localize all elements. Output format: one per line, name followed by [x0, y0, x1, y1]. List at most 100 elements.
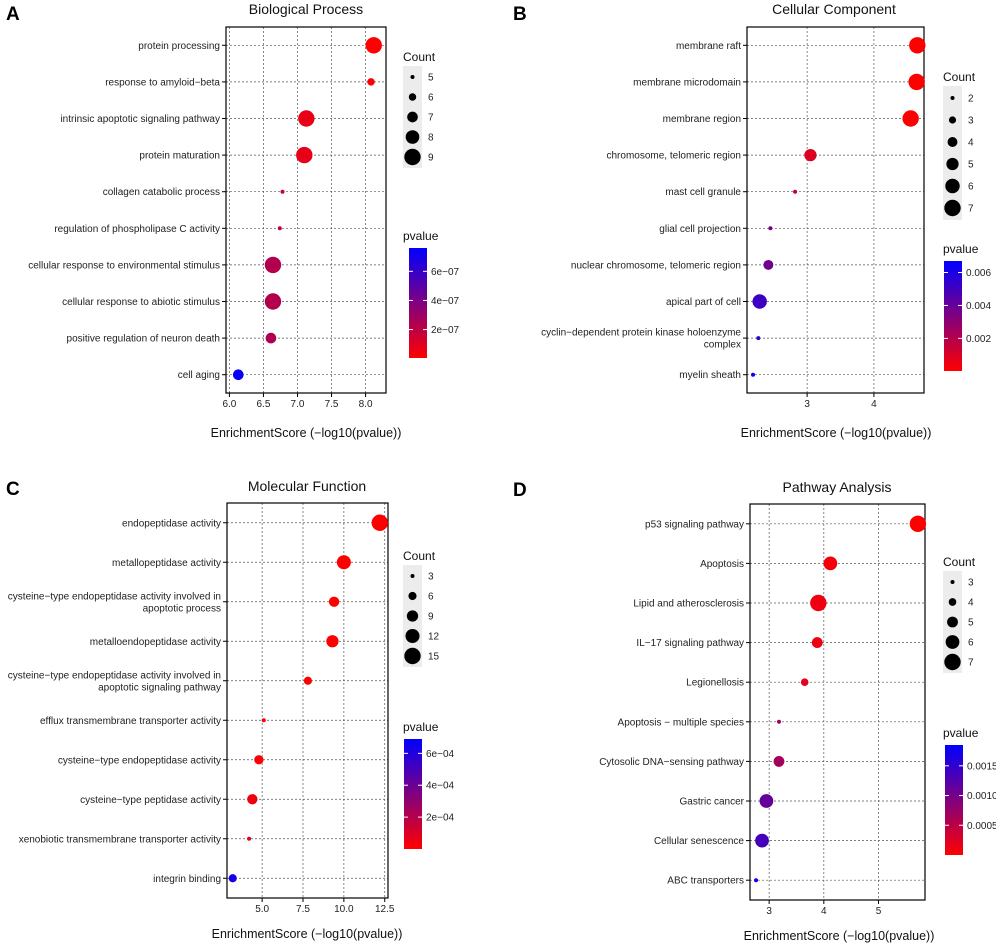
color-legend-label: 6e−07 — [431, 267, 460, 278]
data-point — [756, 336, 761, 341]
color-legend-label: 0.0005 — [967, 821, 996, 832]
data-point — [823, 556, 838, 571]
color-legend-title: pvalue — [403, 229, 439, 243]
color-bar — [409, 248, 427, 358]
y-tick-label: apical part of cell — [666, 297, 741, 308]
y-tick-label: integrin binding — [153, 874, 221, 885]
data-point — [296, 146, 313, 164]
size-legend-label: 15 — [428, 652, 440, 663]
size-legend-key — [947, 137, 958, 147]
data-point — [254, 755, 264, 765]
y-tick-label: cyclin−dependent protein kinase holoenzy… — [541, 328, 741, 351]
size-legend-key — [950, 580, 955, 584]
y-tick-label: glial cell projection — [659, 224, 741, 235]
data-point — [326, 635, 339, 648]
size-legend-label: 7 — [428, 113, 434, 124]
x-axis-label: EnrichmentScore (−log10(pvalue)) — [211, 426, 402, 440]
size-legend-label: 8 — [428, 133, 434, 144]
size-legend-key — [945, 178, 960, 194]
size-legend-label: 3 — [968, 578, 974, 589]
y-tick-label: p53 signaling pathway — [645, 519, 744, 530]
size-legend-label: 6 — [428, 592, 434, 603]
panel-letter: B — [513, 4, 527, 25]
y-tick-label: protein maturation — [139, 151, 220, 162]
color-legend-label: 0.0015 — [967, 761, 996, 772]
data-point — [763, 259, 774, 270]
data-point — [759, 794, 774, 808]
data-point — [264, 293, 282, 310]
y-tick-label: Apoptosis — [700, 559, 744, 570]
data-point — [264, 256, 282, 274]
size-legend-label: 7 — [968, 204, 974, 215]
panel-letter: D — [513, 480, 527, 501]
y-tick-label: nuclear chromosome, telomeric region — [571, 260, 741, 271]
data-point — [336, 555, 351, 570]
y-tick-label: cell aging — [178, 370, 220, 381]
x-tick-label: 5.0 — [255, 904, 269, 915]
data-point — [793, 189, 798, 194]
data-point — [811, 637, 823, 649]
y-tick-label: Cellular senescence — [654, 836, 744, 847]
y-tick-label: myelin sheath — [679, 370, 741, 381]
color-legend-label: 6e−04 — [426, 749, 455, 760]
data-point — [755, 833, 769, 848]
data-point — [800, 678, 809, 687]
plot-frame — [226, 502, 389, 899]
x-tick-label: 7.5 — [325, 399, 339, 410]
data-point — [804, 148, 817, 162]
panel-title: Molecular Function — [248, 478, 366, 494]
y-tick-label: membrane microdomain — [633, 77, 741, 88]
size-legend-label: 5 — [968, 160, 974, 171]
x-axis-label: EnrichmentScore (−log10(pvalue)) — [744, 929, 935, 943]
size-legend-title: Count — [943, 70, 976, 84]
plot-background — [747, 27, 924, 393]
y-tick-label: Gastric cancer — [680, 797, 745, 808]
panel-b: B Cellular Component 3 4 EnrichmentScore (−… — [513, 1, 991, 440]
y-tick-label: Lipid and atherosclerosis — [633, 599, 744, 610]
panel-c: C Molecular Function 5.0 7.5 10.0 12.5 Enrich… — [6, 478, 455, 941]
x-tick-label: 4 — [871, 399, 877, 410]
color-legend-label: 2e−07 — [431, 325, 460, 336]
x-tick-label: 6.5 — [256, 399, 270, 410]
x-tick-label: 12.5 — [375, 904, 395, 915]
color-legend-label: 4e−04 — [426, 781, 455, 792]
x-tick-label: 4 — [821, 906, 827, 917]
size-legend-key — [407, 111, 418, 123]
data-point — [328, 596, 340, 607]
size-legend-key — [408, 93, 417, 101]
y-tick-label: membrane region — [663, 114, 741, 125]
size-legend-key — [944, 653, 961, 671]
size-legend-label: 5 — [428, 73, 434, 84]
size-legend-label: 6 — [968, 182, 974, 193]
plot-background — [750, 504, 925, 900]
size-legend-key — [405, 628, 420, 644]
data-point — [247, 836, 252, 841]
size-legend-key — [404, 148, 421, 166]
color-legend-label: 4e−07 — [431, 296, 460, 307]
color-legend-title: pvalue — [943, 242, 979, 256]
size-legend-key — [410, 75, 415, 79]
color-legend-label: 0.002 — [966, 334, 991, 345]
data-point — [265, 332, 277, 344]
size-legend-label: 3 — [428, 572, 434, 583]
data-point — [754, 878, 759, 883]
size-legend-label: 6 — [968, 638, 974, 649]
size-legend-key — [948, 598, 957, 606]
x-axis-label: EnrichmentScore (−log10(pvalue)) — [212, 927, 403, 941]
y-tick-label: cellular response to environmental stimu… — [28, 260, 220, 271]
data-point — [365, 37, 382, 54]
size-legend-title: Count — [943, 555, 976, 569]
data-point — [810, 594, 827, 612]
panel-a: A Biological Process 6.0 6.5 7.0 7.5 8.0 Enric… — [6, 1, 460, 440]
y-tick-label: chromosome, telomeric region — [607, 151, 742, 162]
size-legend-key — [950, 96, 955, 100]
color-bar — [945, 745, 963, 855]
size-legend-label: 4 — [968, 598, 974, 609]
y-tick-label: Cytosolic DNA−sensing pathway — [599, 757, 744, 768]
plot-background — [226, 27, 386, 393]
color-legend-label: 0.006 — [966, 268, 991, 279]
plot-frame — [225, 26, 387, 394]
y-tick-label: cysteine−type peptidase activity — [80, 795, 221, 806]
x-tick-label: 3 — [766, 906, 772, 917]
